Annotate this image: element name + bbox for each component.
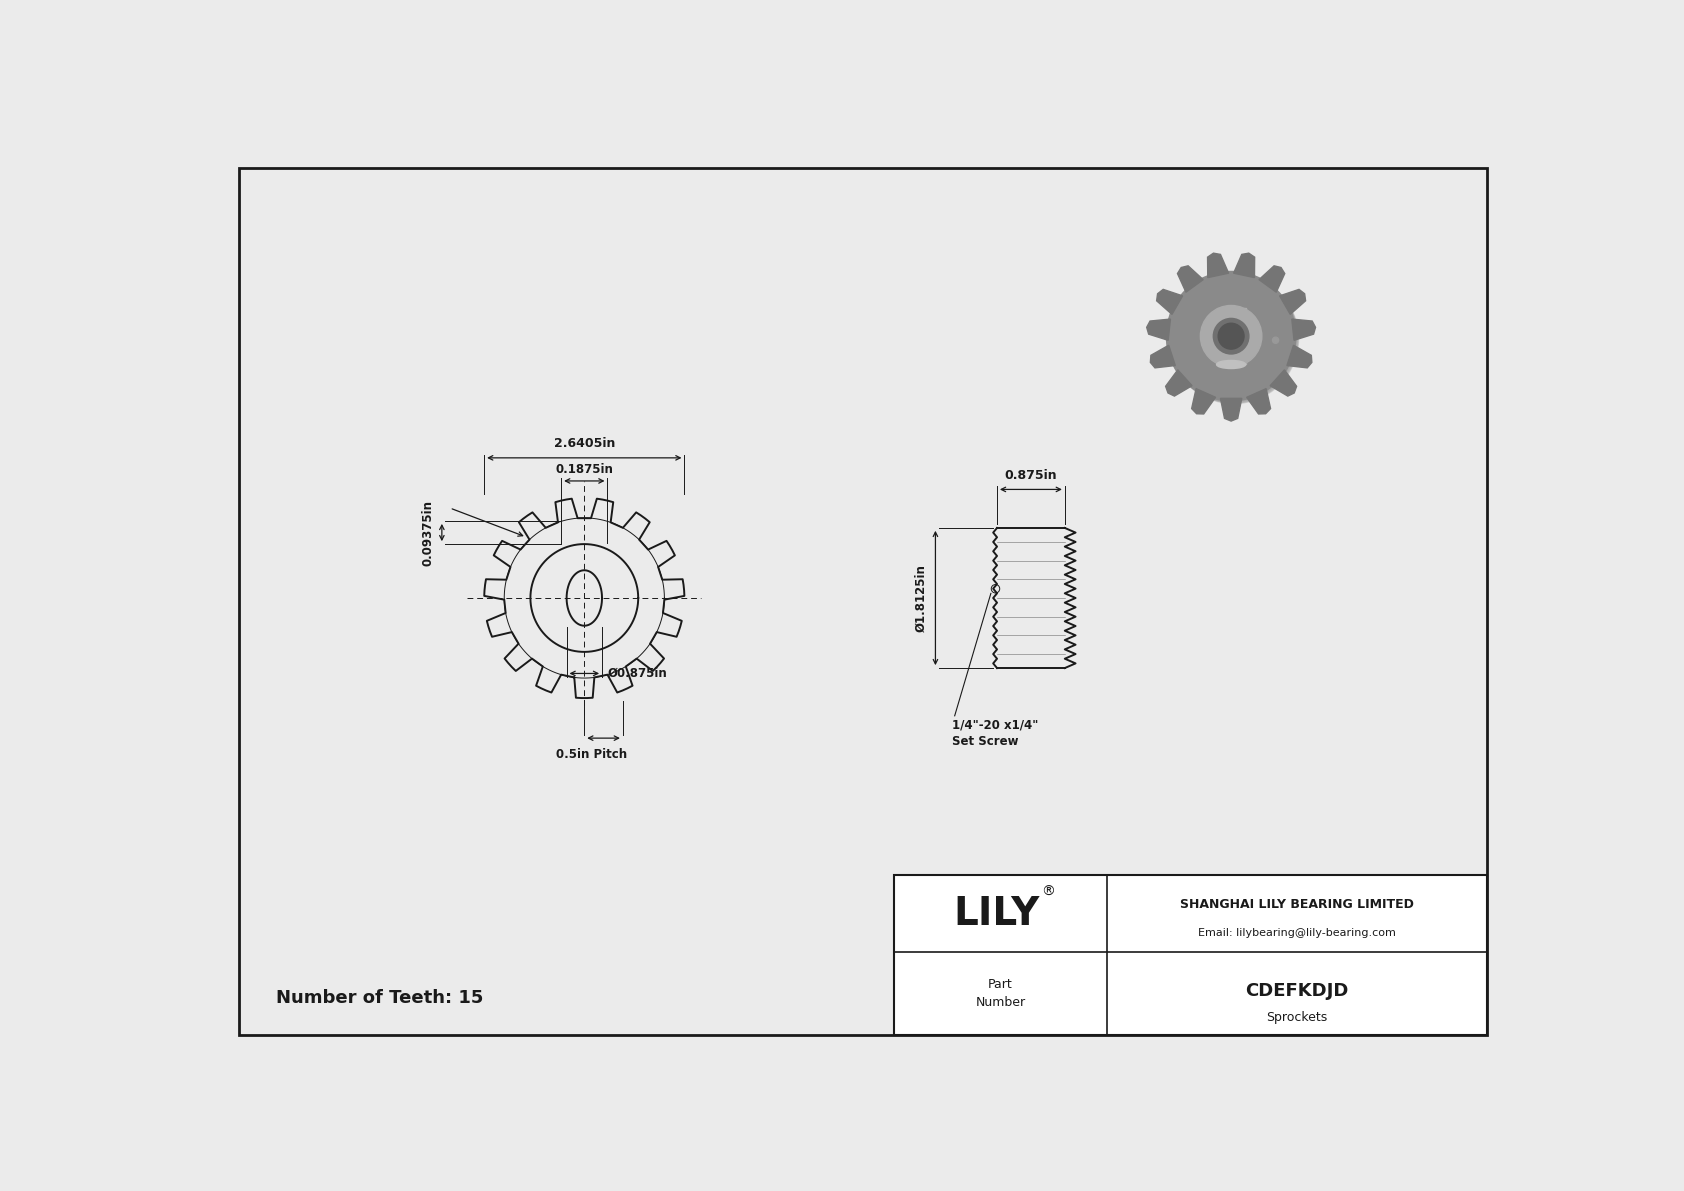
Polygon shape bbox=[1157, 289, 1182, 314]
Text: 0.09375in: 0.09375in bbox=[421, 499, 434, 566]
Text: Part
Number: Part Number bbox=[975, 978, 1026, 1009]
Text: Ø1.8125in: Ø1.8125in bbox=[914, 565, 928, 632]
Polygon shape bbox=[1150, 345, 1175, 368]
Polygon shape bbox=[1292, 319, 1315, 341]
Circle shape bbox=[1169, 274, 1298, 403]
Text: 0.875in: 0.875in bbox=[1005, 469, 1058, 481]
Polygon shape bbox=[1177, 266, 1202, 292]
Text: LILY: LILY bbox=[953, 894, 1039, 933]
Text: 2.6405in: 2.6405in bbox=[554, 437, 615, 450]
Circle shape bbox=[1167, 272, 1295, 401]
Circle shape bbox=[1201, 305, 1261, 367]
Circle shape bbox=[1214, 318, 1250, 354]
Text: Sprockets: Sprockets bbox=[1266, 1011, 1327, 1024]
Text: Number of Teeth: 15: Number of Teeth: 15 bbox=[276, 990, 483, 1008]
Polygon shape bbox=[1221, 398, 1241, 422]
Polygon shape bbox=[1165, 370, 1192, 397]
Circle shape bbox=[1169, 274, 1298, 404]
Text: 1/4"-20 x1/4"
Set Screw: 1/4"-20 x1/4" Set Screw bbox=[953, 718, 1039, 748]
Polygon shape bbox=[1246, 388, 1270, 414]
Circle shape bbox=[1167, 273, 1297, 403]
Text: Ø0.875in: Ø0.875in bbox=[608, 667, 669, 680]
Polygon shape bbox=[1147, 319, 1170, 341]
Polygon shape bbox=[1234, 254, 1255, 278]
Circle shape bbox=[1218, 323, 1244, 349]
Circle shape bbox=[1273, 337, 1278, 343]
Polygon shape bbox=[1270, 370, 1297, 397]
Text: 0.5in Pitch: 0.5in Pitch bbox=[556, 748, 628, 761]
Polygon shape bbox=[1260, 266, 1285, 292]
Polygon shape bbox=[1287, 345, 1312, 368]
Polygon shape bbox=[1207, 254, 1229, 278]
Bar bbox=[894, 875, 1487, 1035]
Text: ®: ® bbox=[1041, 885, 1056, 899]
Polygon shape bbox=[1192, 388, 1216, 414]
Polygon shape bbox=[1280, 289, 1305, 314]
Text: SHANGHAI LILY BEARING LIMITED: SHANGHAI LILY BEARING LIMITED bbox=[1180, 898, 1415, 910]
Ellipse shape bbox=[1216, 361, 1246, 368]
Circle shape bbox=[1167, 273, 1297, 401]
Text: Email: lilybearing@lily-bearing.com: Email: lilybearing@lily-bearing.com bbox=[1197, 928, 1396, 937]
Text: CDEFKDJD: CDEFKDJD bbox=[1246, 981, 1349, 999]
Bar bbox=[1216, 308, 1246, 364]
Text: 0.1875in: 0.1875in bbox=[556, 462, 613, 475]
Bar bbox=[894, 875, 1487, 1035]
Circle shape bbox=[1167, 272, 1295, 401]
